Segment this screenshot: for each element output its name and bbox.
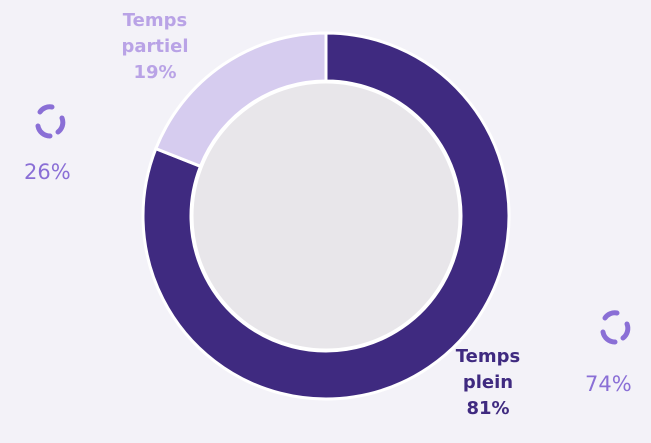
value-label: 19%: [133, 62, 177, 83]
category-label: Temps partiel: [121, 10, 189, 57]
annotation: 74%: [585, 372, 632, 396]
segment-label: Temps plein 81%: [438, 344, 538, 422]
value-label: 81%: [466, 398, 510, 419]
annotation: 26%: [24, 160, 71, 184]
segment-label: Temps partiel 19%: [105, 8, 205, 86]
icon: [35, 104, 631, 345]
donut-hole: [190, 80, 462, 352]
category-label: Temps plein: [455, 346, 521, 393]
